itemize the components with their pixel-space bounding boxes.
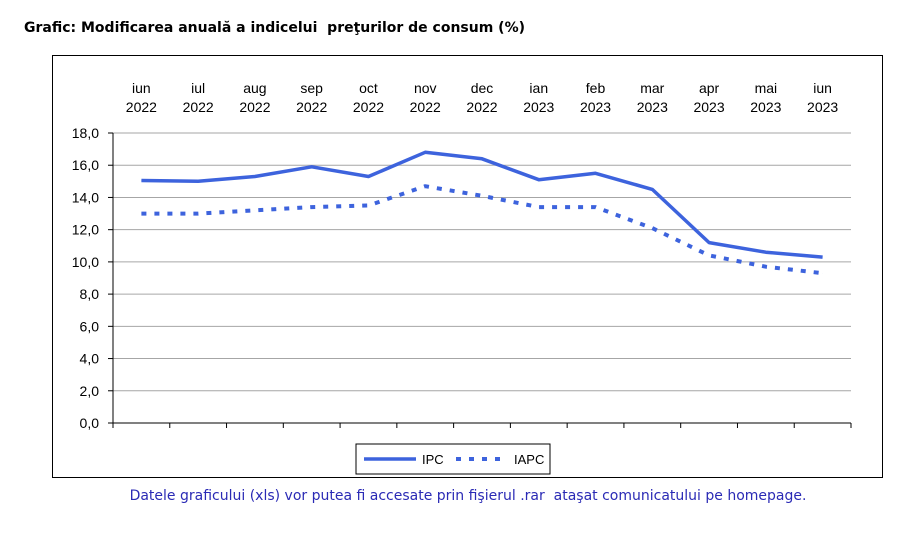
y-tick-label: 8,0 <box>80 286 100 302</box>
x-tick-label: ian 2023 <box>523 80 554 115</box>
x-tick-label: iun 2022 <box>126 80 157 115</box>
footnote: Datele graficului (xls) vor putea fi acc… <box>129 488 807 504</box>
x-tick-label: iul 2022 <box>183 80 214 115</box>
x-tick-label: mai 2023 <box>750 80 781 115</box>
x-tick-label: apr 2023 <box>693 80 724 115</box>
x-tick-label: aug 2022 <box>239 80 270 115</box>
legend-label-iapc: IAPC <box>514 452 544 467</box>
x-tick-label: dec 2022 <box>466 80 497 115</box>
y-tick-label: 6,0 <box>80 318 100 334</box>
x-tick-label: nov 2022 <box>410 80 441 115</box>
y-tick-label: 12,0 <box>72 222 99 238</box>
y-tick-label: 0,0 <box>80 415 100 431</box>
x-tick-label: oct 2022 <box>353 80 384 115</box>
x-tick-label: sep 2022 <box>296 80 327 115</box>
x-tick-label: feb 2023 <box>580 80 611 115</box>
y-tick-label: 16,0 <box>72 157 99 173</box>
chart-frame <box>52 55 883 478</box>
plot-area <box>113 133 851 423</box>
chart-title: Grafic: Modificarea anuală a indicelui p… <box>24 20 526 36</box>
y-tick-label: 2,0 <box>80 383 100 399</box>
y-tick-label: 18,0 <box>72 125 99 141</box>
x-tick-label: iun 2023 <box>807 80 838 115</box>
x-tick-label: mar 2023 <box>637 80 668 115</box>
legend-label-ipc: IPC <box>422 452 444 467</box>
y-tick-label: 4,0 <box>80 351 100 367</box>
y-tick-label: 10,0 <box>72 254 99 270</box>
y-tick-label: 14,0 <box>72 189 99 205</box>
